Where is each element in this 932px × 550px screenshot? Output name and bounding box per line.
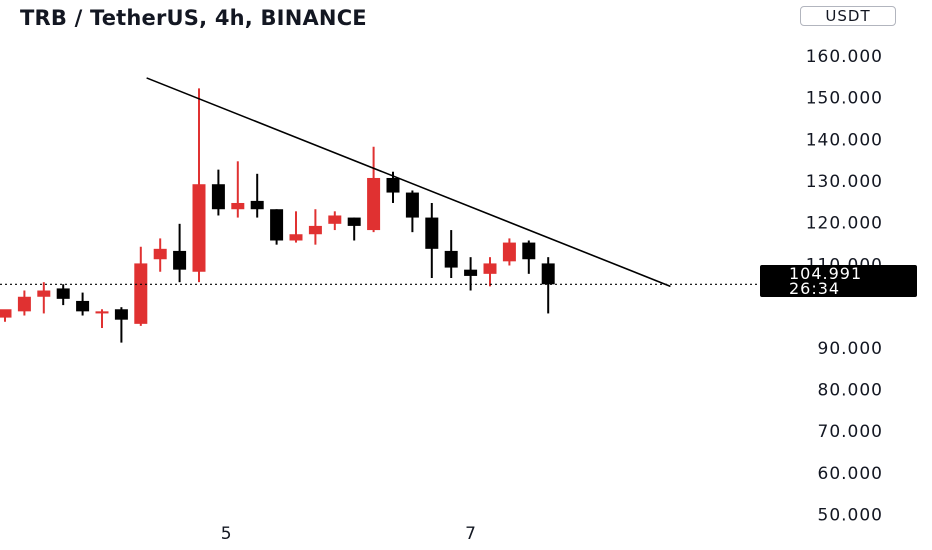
- y-tick-label: 140.000: [806, 130, 883, 150]
- candle-down[interactable]: [76, 292, 90, 316]
- candle-body: [114, 309, 128, 320]
- y-tick-label: 70.000: [818, 422, 883, 442]
- candle-up[interactable]: [367, 146, 381, 233]
- candle-down[interactable]: [114, 307, 128, 343]
- candle-up[interactable]: [231, 161, 245, 218]
- candle-body: [17, 296, 31, 312]
- candle-body: [76, 300, 90, 312]
- candle-body: [173, 250, 187, 270]
- candle-down[interactable]: [173, 223, 187, 283]
- current-price-value: 104.991: [789, 264, 863, 283]
- candle-body: [0, 309, 12, 318]
- candle-down[interactable]: [444, 230, 458, 279]
- candle-down[interactable]: [405, 190, 419, 233]
- candle-body: [37, 290, 51, 297]
- candle-body: [405, 192, 419, 218]
- candle-body: [541, 263, 555, 285]
- candle-body: [328, 215, 342, 224]
- current-price-label: 104.991 26:34: [760, 265, 917, 297]
- bar-countdown: 26:34: [789, 279, 841, 298]
- candle-body: [522, 242, 536, 260]
- candle-down[interactable]: [541, 257, 555, 314]
- candle-body: [386, 177, 400, 193]
- candle-up[interactable]: [17, 290, 31, 316]
- x-tick-label: 7: [465, 524, 476, 544]
- candle-up[interactable]: [0, 309, 12, 322]
- candle-up[interactable]: [289, 211, 303, 243]
- candle-body: [211, 184, 225, 210]
- candle-down[interactable]: [425, 202, 439, 279]
- candle-down[interactable]: [250, 173, 264, 218]
- candle-down[interactable]: [270, 209, 284, 245]
- candle-body: [192, 184, 206, 272]
- descending-trendline[interactable]: [146, 77, 671, 288]
- candle-up[interactable]: [308, 209, 322, 245]
- candle-up[interactable]: [153, 238, 167, 272]
- candle-body: [347, 217, 361, 226]
- candle-down[interactable]: [386, 171, 400, 203]
- candle-up[interactable]: [37, 282, 51, 314]
- x-axis[interactable]: 357: [0, 524, 476, 544]
- y-tick-label: 60.000: [818, 464, 883, 484]
- candle-down[interactable]: [347, 217, 361, 241]
- candle-body: [444, 250, 458, 268]
- candle-body: [502, 242, 516, 262]
- y-tick-label: 120.000: [806, 214, 883, 234]
- candle-up[interactable]: [483, 257, 497, 287]
- y-tick-label: 80.000: [818, 380, 883, 400]
- candle-down[interactable]: [522, 240, 536, 274]
- candlestick-series: [0, 88, 555, 343]
- x-tick-label: 5: [221, 524, 232, 544]
- candle-down[interactable]: [464, 257, 478, 291]
- candle-body: [95, 311, 109, 314]
- currency-badge[interactable]: USDT: [800, 6, 896, 26]
- candle-up[interactable]: [134, 246, 148, 326]
- candle-body: [231, 202, 245, 210]
- candle-body: [56, 288, 70, 299]
- chart-title: TRB / TetherUS, 4h, BINANCE: [20, 6, 367, 30]
- candle-body: [250, 200, 264, 210]
- candle-body: [270, 209, 284, 241]
- candle-body: [134, 263, 148, 324]
- candle-body: [153, 248, 167, 260]
- y-tick-label: 130.000: [806, 172, 883, 192]
- candle-body: [308, 225, 322, 235]
- y-tick-label: 50.000: [818, 505, 883, 525]
- candle-up[interactable]: [328, 211, 342, 231]
- candle-body: [367, 177, 381, 231]
- candle-down[interactable]: [56, 284, 70, 306]
- y-tick-label: 90.000: [818, 339, 883, 359]
- candle-body: [483, 263, 497, 274]
- candle-down[interactable]: [211, 169, 225, 216]
- candle-body: [464, 269, 478, 276]
- y-tick-label: 150.000: [806, 89, 883, 109]
- candle-up[interactable]: [502, 238, 516, 266]
- candle-body: [289, 234, 303, 241]
- candle-body: [425, 217, 439, 249]
- y-tick-label: 160.000: [806, 47, 883, 67]
- candle-up[interactable]: [95, 309, 109, 329]
- candle-up[interactable]: [192, 88, 206, 283]
